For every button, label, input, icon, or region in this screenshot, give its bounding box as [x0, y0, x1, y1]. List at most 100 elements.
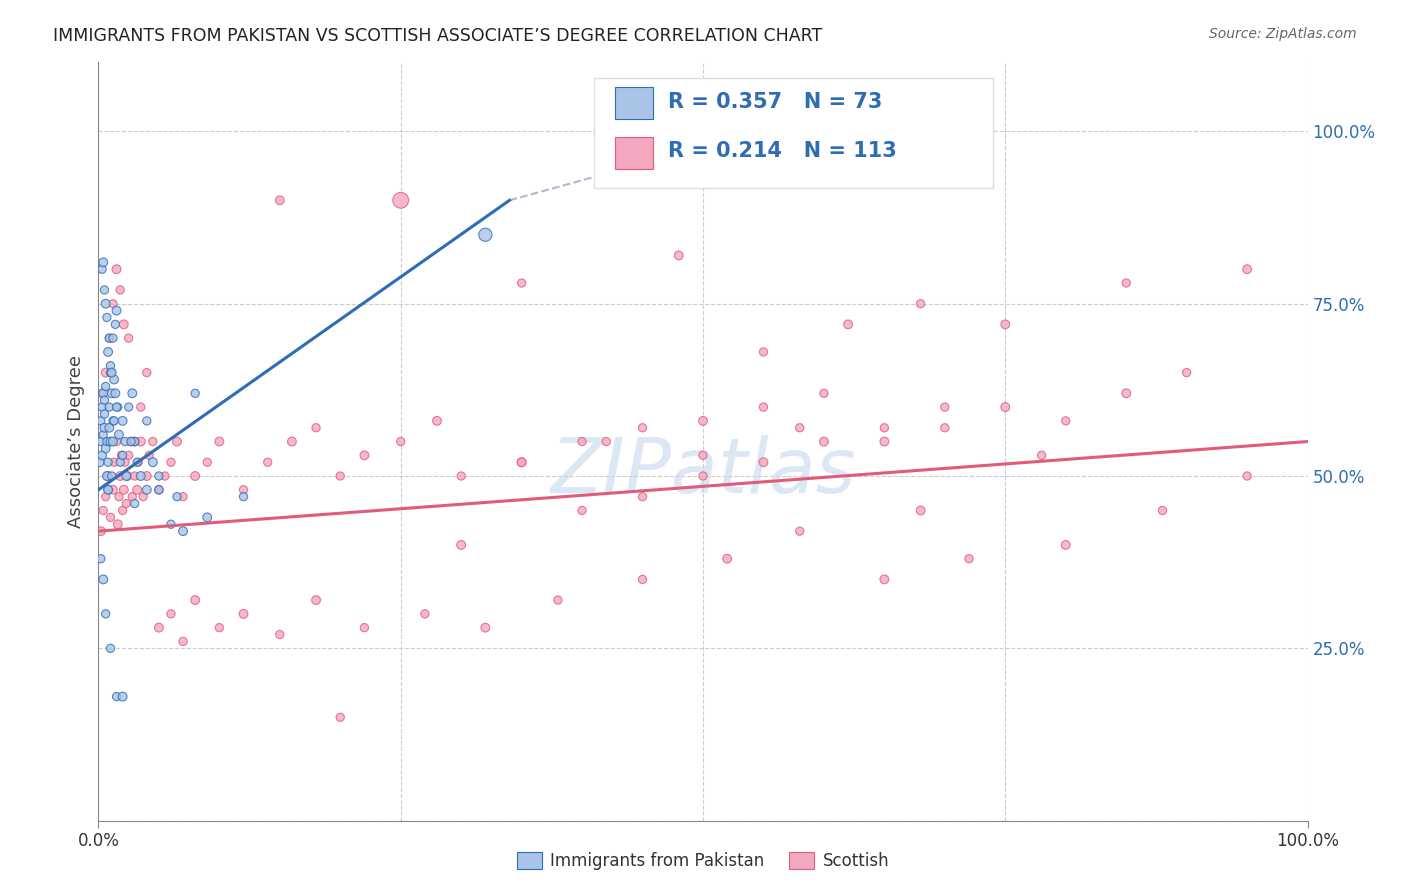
Point — [105, 262, 128, 277]
Point — [115, 497, 138, 511]
Text: IMMIGRANTS FROM PAKISTAN VS SCOTTISH ASSOCIATE’S DEGREE CORRELATION CHART: IMMIGRANTS FROM PAKISTAN VS SCOTTISH ASS… — [53, 27, 823, 45]
Point — [184, 593, 207, 607]
Point — [994, 318, 1017, 332]
Point — [668, 248, 690, 262]
Point — [94, 442, 117, 456]
Point — [631, 490, 654, 504]
Point — [692, 448, 714, 462]
Text: R = 0.214   N = 113: R = 0.214 N = 113 — [668, 141, 897, 161]
Point — [103, 414, 125, 428]
Point — [114, 434, 136, 449]
Point — [752, 400, 775, 414]
Point — [98, 331, 121, 345]
Point — [118, 400, 141, 414]
Point — [124, 497, 146, 511]
Point — [1152, 503, 1174, 517]
Point — [97, 469, 120, 483]
Point — [232, 483, 254, 497]
Point — [105, 400, 128, 414]
Point — [96, 469, 118, 483]
Point — [281, 434, 304, 449]
Point — [934, 400, 956, 414]
Point — [108, 283, 131, 297]
Text: R = 0.357   N = 73: R = 0.357 N = 73 — [668, 92, 883, 112]
Point — [789, 524, 811, 538]
Point — [389, 434, 412, 449]
Point — [100, 366, 122, 380]
Point — [166, 434, 188, 449]
Point — [172, 524, 194, 538]
Point — [124, 469, 146, 483]
Point — [873, 573, 896, 587]
Point — [90, 551, 112, 566]
Point — [101, 483, 124, 497]
Point — [121, 386, 143, 401]
Point — [994, 400, 1017, 414]
Point — [111, 503, 134, 517]
Point — [510, 455, 533, 469]
Point — [256, 455, 278, 469]
Point — [127, 455, 149, 469]
Point — [329, 469, 352, 483]
Point — [107, 400, 129, 414]
Point — [142, 455, 165, 469]
Point — [305, 593, 328, 607]
Point — [100, 366, 122, 380]
Point — [124, 434, 146, 449]
Point — [1236, 469, 1258, 483]
Point — [97, 483, 120, 497]
Point — [153, 469, 176, 483]
Point — [571, 503, 593, 517]
Point — [571, 434, 593, 449]
Point — [148, 483, 170, 497]
Point — [93, 421, 115, 435]
Point — [100, 510, 122, 524]
Bar — [614, 87, 654, 120]
Point — [148, 483, 170, 497]
Point — [94, 379, 117, 393]
Y-axis label: Associate’s Degree: Associate’s Degree — [66, 355, 84, 528]
Point — [104, 318, 127, 332]
Point — [135, 483, 157, 497]
Point — [124, 434, 146, 449]
Point — [329, 710, 352, 724]
Point — [232, 607, 254, 621]
Point — [184, 386, 207, 401]
Point — [121, 490, 143, 504]
Point — [100, 434, 122, 449]
Point — [184, 469, 207, 483]
Point — [160, 517, 183, 532]
Point — [474, 227, 496, 242]
Point — [118, 448, 141, 462]
Text: ZIPatlas: ZIPatlas — [550, 435, 856, 508]
Point — [1236, 262, 1258, 277]
Point — [208, 434, 231, 449]
Point — [1031, 448, 1053, 462]
Point — [172, 490, 194, 504]
Point — [910, 503, 932, 517]
Point — [595, 434, 617, 449]
Point — [873, 434, 896, 449]
Point — [353, 448, 375, 462]
Point — [97, 483, 120, 497]
Point — [129, 434, 152, 449]
Point — [91, 427, 114, 442]
Point — [114, 455, 136, 469]
Point — [1054, 414, 1077, 428]
Point — [129, 400, 152, 414]
Point — [100, 386, 122, 401]
Point — [101, 296, 124, 310]
Point — [97, 455, 120, 469]
Point — [91, 262, 114, 277]
Point — [111, 448, 134, 462]
Point — [93, 393, 115, 408]
Point — [107, 517, 129, 532]
Point — [450, 538, 472, 552]
Point — [142, 434, 165, 449]
Point — [108, 427, 131, 442]
Point — [129, 469, 152, 483]
Point — [232, 490, 254, 504]
Point — [752, 455, 775, 469]
Point — [90, 434, 112, 449]
Point — [108, 455, 131, 469]
